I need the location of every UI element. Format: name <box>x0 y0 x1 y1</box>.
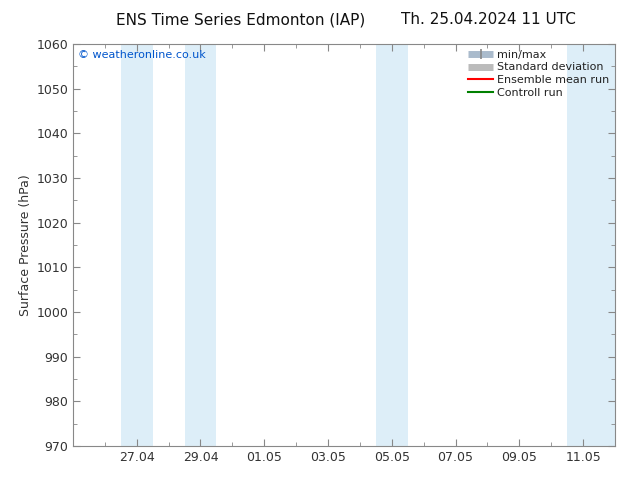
Bar <box>567 44 615 446</box>
Bar <box>184 44 216 446</box>
Text: Th. 25.04.2024 11 UTC: Th. 25.04.2024 11 UTC <box>401 12 576 27</box>
Y-axis label: Surface Pressure (hPa): Surface Pressure (hPa) <box>19 174 32 316</box>
Bar <box>120 44 153 446</box>
Text: © weatheronline.co.uk: © weatheronline.co.uk <box>79 50 206 60</box>
Text: ENS Time Series Edmonton (IAP): ENS Time Series Edmonton (IAP) <box>116 12 366 27</box>
Legend: min/max, Standard deviation, Ensemble mean run, Controll run: min/max, Standard deviation, Ensemble me… <box>465 47 612 101</box>
Bar <box>376 44 408 446</box>
